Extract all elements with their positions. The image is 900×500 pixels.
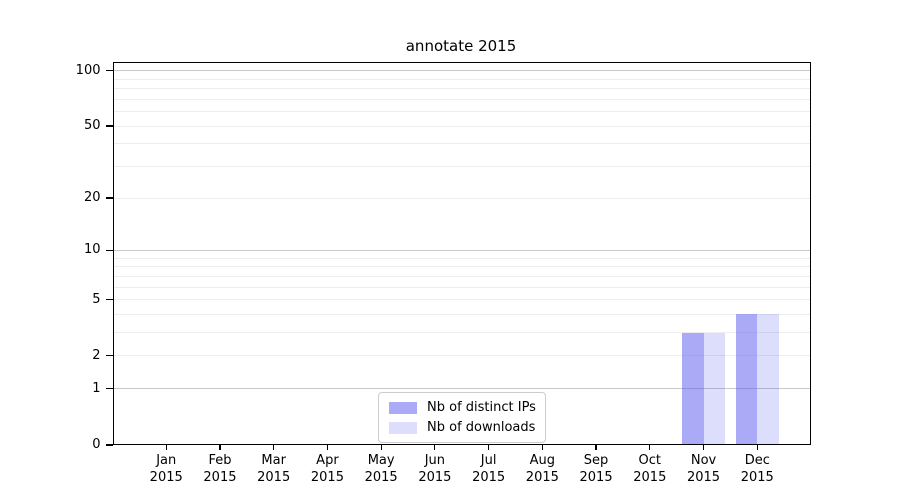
x-tick-year: 2015 (472, 470, 506, 485)
y-tick-label: 5 (92, 291, 101, 307)
x-tick-mark (380, 445, 382, 450)
minor-gridline (112, 355, 811, 357)
y-tick-label: 100 (75, 62, 101, 78)
x-tick-year: 2015 (686, 470, 721, 485)
bar-nb-of-downloads-dec (757, 314, 779, 445)
x-tick-year: 2015 (418, 470, 452, 485)
legend-swatch (389, 421, 417, 434)
x-tick-label: Feb 2015 (203, 453, 237, 485)
x-tick-mark (165, 445, 167, 450)
minor-gridline (112, 266, 811, 268)
x-tick-year: 2015 (203, 470, 237, 485)
legend-label: Nb of distinct IPs (427, 400, 536, 415)
y-tick-label: 20 (83, 190, 101, 206)
x-tick-label: Oct 2015 (633, 453, 667, 485)
x-tick-mark (541, 445, 543, 450)
major-gridline (112, 388, 811, 390)
minor-gridline (112, 313, 811, 315)
y-tick-label: 1 (92, 380, 101, 396)
minor-gridline (112, 299, 811, 301)
minor-gridline (112, 332, 811, 334)
x-tick-year: 2015 (257, 470, 291, 485)
minor-gridline (112, 98, 811, 100)
y-tick-label: 0 (92, 437, 101, 452)
x-tick-year: 2015 (579, 470, 613, 485)
legend-swatch (389, 401, 417, 414)
legend-label: Nb of downloads (427, 420, 536, 435)
y-tick-mark (106, 444, 113, 446)
x-tick-label: Apr 2015 (310, 453, 344, 485)
bar-nb-of-downloads-nov (703, 332, 726, 445)
x-tick-year: 2015 (633, 470, 667, 485)
y-tick-mark (106, 388, 113, 390)
minor-gridline (112, 275, 811, 277)
x-tick-label: Jan 2015 (149, 453, 183, 485)
y-tick-label: 50 (83, 118, 101, 134)
minor-gridline (112, 257, 811, 259)
y-tick-label: 10 (83, 242, 101, 258)
x-tick-mark (434, 445, 436, 450)
minor-gridline (112, 125, 811, 127)
major-gridline (112, 70, 811, 72)
minor-gridline (112, 165, 811, 167)
x-tick-year: 2015 (149, 470, 183, 485)
y-tick-mark (106, 70, 113, 72)
chart-title: annotate 2015 (405, 37, 517, 55)
minor-gridline (112, 286, 811, 288)
x-tick-label: Jun 2015 (418, 453, 452, 485)
bar-nb-of-distinct-ips-dec (735, 314, 758, 445)
x-tick-mark (595, 445, 597, 450)
minor-gridline (112, 88, 811, 89)
minor-gridline (112, 143, 811, 145)
y-tick-mark (106, 125, 113, 127)
x-tick-label: May 2015 (364, 453, 398, 485)
bar-nb-of-distinct-ips-nov (682, 332, 704, 445)
x-tick-mark (756, 445, 758, 450)
x-tick-label: Aug 2015 (525, 453, 559, 485)
y-tick-mark (106, 299, 113, 301)
x-tick-mark (649, 445, 651, 450)
y-tick-label: 2 (92, 347, 101, 363)
x-tick-year: 2015 (364, 470, 398, 485)
x-tick-mark (326, 445, 328, 450)
legend: Nb of distinct IPs Nb of downloads (378, 392, 546, 443)
x-tick-mark (488, 445, 490, 450)
y-tick-mark (106, 249, 113, 252)
minor-gridline (112, 111, 811, 112)
minor-gridline (112, 197, 811, 199)
y-tick-mark (106, 197, 113, 199)
x-tick-year: 2015 (310, 470, 344, 485)
y-tick-mark (106, 355, 113, 357)
legend-entry: Nb of downloads (389, 420, 535, 435)
x-tick-label: Nov 2015 (686, 453, 721, 485)
major-gridline (112, 249, 811, 251)
x-tick-year: 2015 (525, 470, 559, 485)
x-tick-mark (219, 445, 221, 450)
legend-entry: Nb of distinct IPs (389, 400, 536, 415)
x-tick-label: Mar 2015 (257, 453, 291, 485)
x-tick-year: 2015 (740, 470, 774, 485)
x-tick-label: Jul 2015 (472, 453, 506, 485)
minor-gridline (112, 78, 811, 80)
x-tick-label: Dec 2015 (740, 453, 774, 485)
x-tick-mark (702, 445, 705, 450)
x-tick-label: Sep 2015 (579, 453, 613, 485)
x-tick-mark (273, 445, 275, 450)
